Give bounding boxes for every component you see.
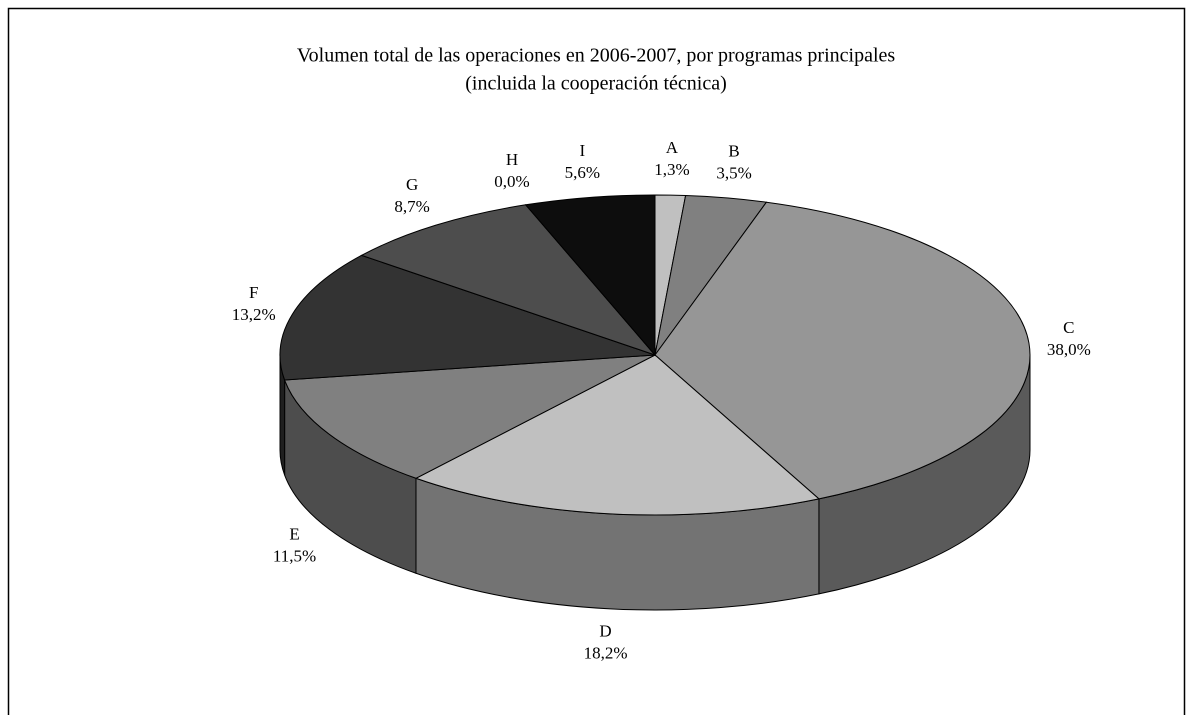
slice-category-label: G <box>406 175 418 194</box>
chart-frame <box>7 7 1186 715</box>
slice-value-label: 1,3% <box>654 160 689 179</box>
slice-value-label: 18,2% <box>584 644 628 663</box>
slice <box>524 194 656 357</box>
slice <box>279 254 656 381</box>
slice-category-label: C <box>1063 318 1074 337</box>
slice-value-label: 38,0% <box>1047 340 1091 359</box>
slice-category-label: I <box>580 141 586 160</box>
slice-value-label: 13,2% <box>232 305 276 324</box>
slice <box>283 354 656 479</box>
slice-value-label: 8,7% <box>394 197 429 216</box>
slice-value-label: 11,5% <box>273 547 316 566</box>
chart-title: Volumen total de las operaciones en 2006… <box>297 45 896 67</box>
slice-value-label: 5,6% <box>565 163 600 182</box>
slice <box>654 201 1031 500</box>
slice <box>360 204 657 357</box>
slice-category-label: A <box>666 138 679 157</box>
slice-category-label: D <box>599 622 611 641</box>
slice-value-label: 3,5% <box>716 163 751 182</box>
slice-category-label: B <box>728 141 739 160</box>
slice-category-label: E <box>289 525 299 544</box>
slice-category-label: F <box>249 283 258 302</box>
slice-value-label: 0,0% <box>494 172 529 191</box>
chart-subtitle: (incluida la cooperación técnica) <box>465 73 727 95</box>
slice <box>414 354 821 516</box>
slice-category-label: H <box>506 150 518 169</box>
